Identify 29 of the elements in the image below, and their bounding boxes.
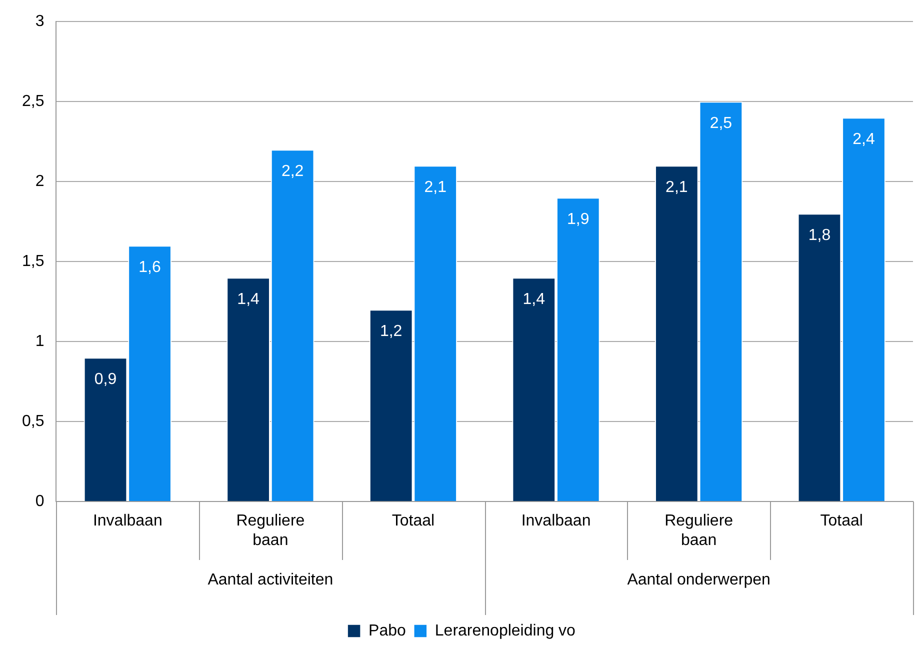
text: Aantal onderwerpen [627,571,770,588]
text: Aantal activiteiten [208,571,334,588]
data-label: 0,9 [94,371,117,388]
data-label: 2,1 [666,179,688,196]
data-label: 1,2 [380,323,402,340]
data-label: 2,1 [424,179,447,196]
y-tick-label: 1 [35,333,44,350]
x-tick-label: Totaal [820,512,863,530]
legend-label: Pabo [368,622,406,640]
y-tick-label: 2,5 [22,93,44,110]
y-tick-label: 1,5 [22,253,44,270]
y-tick-label: 3 [35,13,44,30]
data-label: 2,5 [710,115,732,132]
y-tick-label: 2 [35,173,44,190]
y-tick-label: 0 [35,493,44,510]
data-label: 1,9 [567,211,590,228]
data-label: 1,8 [808,227,831,244]
data-label: 1,4 [237,291,260,308]
data-label: 1,6 [138,259,161,276]
x-tick-label: Invalbaan [92,512,162,530]
y-tick-label: 0,5 [22,413,44,430]
x-tick-label: Reguliere baan [664,512,734,549]
x-tick-label: Reguliere baan [236,512,305,549]
data-label: 2,2 [281,163,304,180]
data-label: 1,4 [522,291,546,308]
x-tick-label: Totaal [392,512,435,530]
data-label: 2,4 [852,131,875,148]
legend-label: Lerarenopleiding vo [434,622,576,640]
x-tick-label: Invalbaan [521,512,591,530]
